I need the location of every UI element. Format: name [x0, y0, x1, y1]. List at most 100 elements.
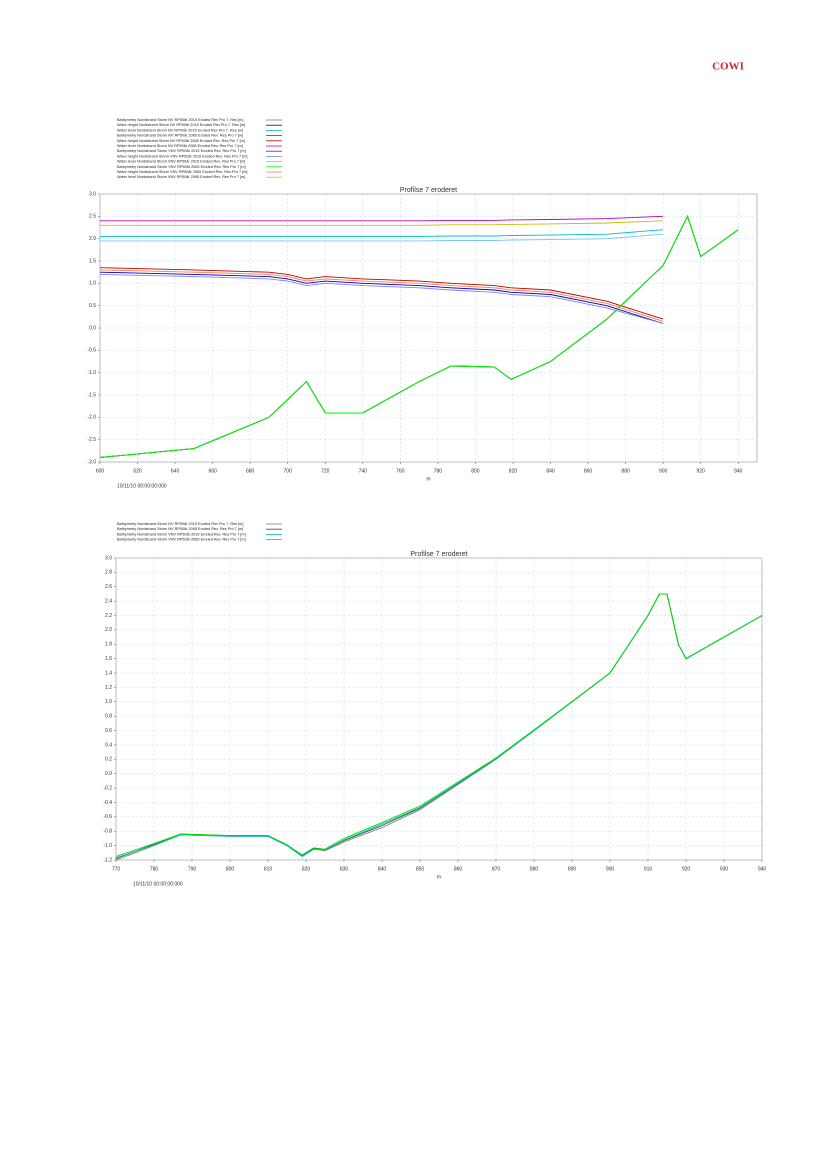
figure: Profilse 7 eroderet -1.2 -1.0 -0.8 -0.6 -0.4 -…: [103, 522, 766, 887]
data-line: [99, 269, 664, 322]
y-tick-label: 1.2: [105, 685, 112, 691]
y-tick-label: 2.6: [105, 584, 112, 590]
y-tick-label: 0.5: [89, 303, 96, 309]
y-tick-label: -1.0: [87, 370, 96, 376]
y-tick-label: 2.8: [105, 570, 112, 576]
data-line: [99, 267, 664, 320]
x-tick-label: 920: [682, 866, 691, 872]
y-tick-label: -0.2: [103, 785, 112, 791]
data-line: [115, 593, 763, 857]
x-tick-label: 900: [606, 866, 615, 872]
x-tick-label: 640: [171, 468, 180, 474]
y-tick-label: 0.4: [105, 742, 112, 748]
x-tick-label: 940: [734, 468, 743, 474]
timestamp: 10/11/10 00:00:00:000: [117, 483, 167, 489]
x-tick-label: 770: [112, 866, 121, 872]
data-line: [99, 215, 739, 458]
y-tick-label: -2.5: [87, 437, 96, 443]
y-tick-label: 0.0: [105, 771, 112, 777]
x-tick-label: 820: [509, 468, 518, 474]
y-tick-label: 1.4: [105, 670, 112, 676]
x-tick-label: 790: [188, 866, 197, 872]
x-tick-label: 920: [697, 468, 706, 474]
y-tick-label: 0.2: [105, 757, 112, 763]
legend-label: Water level Nordstrand Storm VNV RP50år …: [117, 175, 245, 179]
x-tick-label: 860: [584, 468, 593, 474]
y-tick-label: 3.0: [89, 191, 96, 197]
x-tick-label: 930: [720, 866, 729, 872]
x-tick-label: 780: [434, 468, 443, 474]
x-tick-label: 890: [568, 866, 577, 872]
legend-label: Bathymetry Nordstrand Storm VNV RP50år 2…: [117, 165, 246, 169]
data-line: [99, 271, 664, 324]
legend-label: Wave height Nordstrand Storm NV RP50år 2…: [117, 123, 245, 127]
y-tick-label: -0.5: [87, 348, 96, 354]
y-tick-label: 2.0: [89, 236, 96, 242]
legend-label: Bathymetry Nordstrand Storm NV RP50år 20…: [117, 522, 243, 526]
x-tick-label: 660: [208, 468, 217, 474]
x-tick-label: 840: [546, 468, 555, 474]
y-tick-label: -3.0: [87, 459, 96, 465]
x-tick-label: 860: [454, 866, 463, 872]
chart-title: Profilse 7 eroderet: [410, 551, 467, 558]
chart-title: Profilse 7 eroderet: [400, 187, 457, 194]
legend-label: Bathymetry Nordstrand Storm NV RP50år 20…: [117, 527, 243, 531]
legend-label: Bathymetry Nordstrand Storm VNV RP50år 2…: [117, 538, 246, 542]
legend-label: Water level Nordstrand Storm NV RP50år 2…: [117, 144, 243, 148]
y-tick-label: 1.0: [89, 281, 96, 287]
y-tick-label: -2.0: [87, 415, 96, 421]
x-tick-label: 800: [471, 468, 480, 474]
x-tick-label: 940: [758, 866, 767, 872]
y-tick-label: 0.8: [105, 714, 112, 720]
x-tick-label: 620: [133, 468, 142, 474]
plot-area: [115, 557, 763, 861]
y-tick-label: 2.2: [105, 613, 112, 619]
x-axis-label: m: [437, 874, 441, 880]
y-tick-label: 1.8: [105, 642, 112, 648]
x-tick-label: 900: [659, 468, 668, 474]
y-tick-label: 2.4: [105, 598, 112, 604]
legend-label: Wave height Nordstrand Storm VNV RP50år …: [117, 154, 247, 158]
y-tick-label: 0.0: [89, 325, 96, 331]
y-tick-label: -1.2: [103, 857, 112, 863]
y-tick-label: 1.5: [89, 258, 96, 264]
x-tick-label: 810: [264, 866, 273, 872]
y-tick-label: -0.6: [103, 814, 112, 820]
y-tick-label: -1.0: [103, 843, 112, 849]
y-tick-label: 1.6: [105, 656, 112, 662]
x-tick-label: 680: [246, 468, 255, 474]
data-line: [100, 215, 664, 222]
x-tick-label: 720: [321, 468, 330, 474]
x-tick-label: 910: [644, 866, 653, 872]
y-tick-label: -0.4: [103, 800, 112, 806]
x-tick-label: 880: [621, 468, 630, 474]
legend-label: Water level Nordstrand Storm NV RP50år 2…: [117, 128, 243, 132]
x-tick-label: 850: [416, 866, 425, 872]
y-tick-label: 1.0: [105, 699, 112, 705]
timestamp: 10/11/10 00:00:00:000: [133, 881, 183, 887]
y-tick-label: 3.0: [105, 555, 112, 561]
legend-label: Wave height Nordstrand Storm VNV RP50år …: [117, 170, 247, 174]
x-tick-label: 880: [530, 866, 539, 872]
x-tick-label: 760: [396, 468, 405, 474]
y-tick-label: 2.5: [89, 214, 96, 220]
y-tick-label: -1.5: [87, 392, 96, 398]
x-tick-label: 700: [284, 468, 293, 474]
logo: COWI: [712, 61, 744, 73]
legend-label: Bathymetry Nordstrand Storm NV RP50år 20…: [117, 118, 243, 122]
y-tick-label: 2.0: [105, 627, 112, 633]
figure: Profilse 7 eroderet -3.0 -2.5 -2.0 -1.5 -1.0 -…: [87, 118, 758, 489]
legend-label: Bathymetry Nordstrand Storm VNV RP50år 2…: [117, 149, 246, 153]
data-line: [100, 229, 664, 237]
y-tick-label: 0.6: [105, 728, 112, 734]
x-tick-label: 800: [226, 866, 235, 872]
legend-label: Bathymetry Nordstrand Storm NV RP50år 20…: [117, 134, 243, 138]
legend-label: Water level Nordstrand Storm VNV RP50år …: [117, 160, 245, 164]
data-line: [99, 273, 664, 324]
data-line: [100, 220, 664, 226]
legend-label: Bathymetry Nordstrand Storm VNV RP50år 2…: [117, 532, 246, 536]
legend-label: Wave height Nordstrand Storm NV RP50år 2…: [117, 139, 245, 143]
y-tick-label: -0.8: [103, 829, 112, 835]
